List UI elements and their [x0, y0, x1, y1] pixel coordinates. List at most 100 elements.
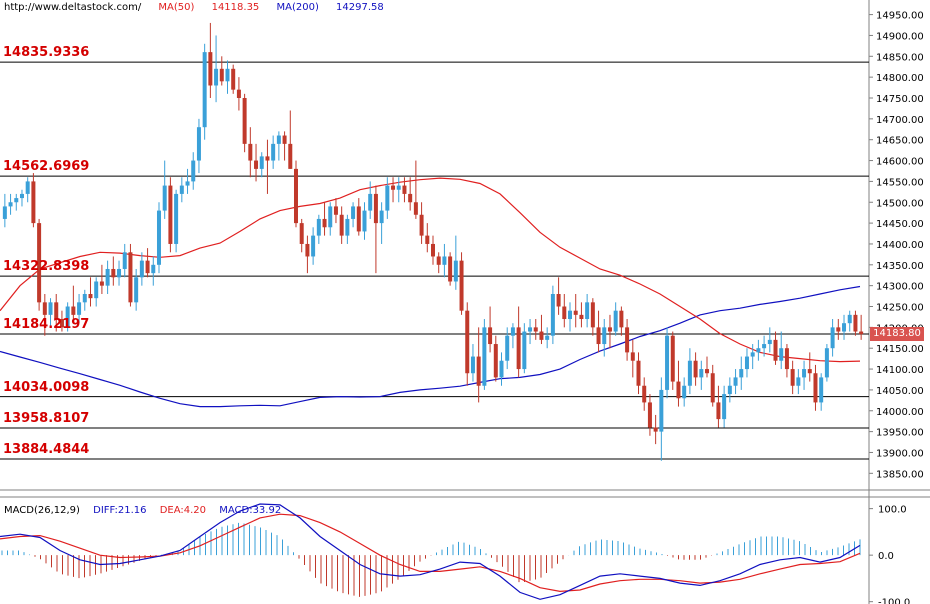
candle [762, 335, 767, 357]
candle [333, 198, 338, 224]
ma50-value: 14118.35 [211, 2, 260, 13]
candle-body [402, 185, 407, 194]
candle-body [311, 235, 316, 257]
candle [2, 193, 7, 228]
level-label: 13958.8107 [3, 410, 90, 426]
price-tick-label: 14850.00 [876, 52, 924, 63]
candle [282, 131, 287, 161]
candle-body [333, 206, 338, 215]
candle-body [179, 185, 184, 194]
candle-body [265, 156, 270, 161]
candle [14, 193, 19, 211]
candle-body [48, 302, 53, 315]
candle [470, 344, 475, 382]
candle-body [528, 327, 533, 332]
candle-body [225, 68, 230, 82]
candle [305, 235, 310, 274]
price-tick-label: 14250.00 [876, 303, 924, 314]
price-tick-label: 14400.00 [876, 240, 924, 251]
candle [739, 356, 744, 390]
candle [505, 327, 510, 370]
candle [379, 202, 384, 244]
candle-body [105, 268, 110, 286]
candle-body [722, 394, 727, 420]
candle [493, 335, 498, 382]
macd-diff-line [0, 503, 861, 600]
candle-body [670, 335, 675, 382]
candle-body [214, 68, 219, 86]
candle-body [556, 294, 561, 307]
ma200-value: 14297.58 [336, 2, 384, 13]
candle-body [659, 389, 664, 432]
candle [859, 314, 864, 340]
candle [299, 218, 304, 253]
candle-body [465, 310, 470, 374]
candle [733, 369, 738, 395]
candle-body [185, 181, 190, 186]
candle-body [613, 310, 618, 332]
candle-body [156, 210, 161, 265]
candle-body [516, 327, 521, 370]
candle-body [248, 143, 253, 161]
candle-body [419, 214, 424, 236]
candle-body [59, 319, 64, 328]
candle [459, 252, 464, 315]
candle [516, 306, 521, 378]
candle [510, 323, 515, 349]
candle-body [208, 52, 213, 86]
price-tick-label: 14350.00 [876, 261, 924, 272]
candle [802, 360, 807, 390]
candle-body [99, 281, 104, 286]
price-tick-label: 14600.00 [876, 157, 924, 168]
candle [373, 185, 378, 274]
candle-body [271, 143, 276, 161]
price-tick-label: 14050.00 [876, 386, 924, 397]
macd-tick-label: 100.0 [878, 505, 907, 516]
candle-body [2, 206, 7, 219]
candle-body [499, 360, 504, 378]
candle-body [71, 306, 76, 315]
candle [311, 227, 316, 265]
diff-path [0, 503, 861, 600]
chart-header: http://www.deltastock.com/ MA(50) 14118.… [4, 2, 398, 13]
candle-body [533, 327, 538, 332]
level-label: 14322.8398 [3, 259, 90, 275]
candle [328, 202, 333, 236]
candle-body [128, 252, 133, 303]
candle [796, 369, 801, 395]
candle-body [282, 135, 287, 144]
candle [585, 294, 590, 328]
candle-body [545, 335, 550, 340]
candle-body [453, 260, 458, 282]
candle [185, 168, 190, 194]
candle [134, 268, 139, 311]
candle-body [202, 52, 207, 128]
candle [716, 385, 721, 428]
candle-body [316, 218, 321, 236]
candle [242, 93, 247, 153]
candle-body [750, 352, 755, 357]
candle [813, 364, 818, 411]
candle [276, 131, 281, 161]
candle [779, 331, 784, 370]
price-tick-label: 13950.00 [876, 428, 924, 439]
candle-body [459, 260, 464, 311]
candle [596, 310, 601, 353]
candle-body [391, 185, 396, 190]
candle [682, 377, 687, 407]
candle [191, 152, 196, 190]
candle [550, 285, 555, 345]
candle [613, 302, 618, 336]
price-tick-label: 13900.00 [876, 448, 924, 459]
candle [174, 189, 179, 253]
candle-body [859, 331, 864, 335]
candle-body [31, 181, 36, 224]
candle-body [836, 327, 841, 332]
source-url[interactable]: http://www.deltastock.com/ [4, 2, 142, 13]
price-tick-label: 14800.00 [876, 73, 924, 84]
level-label: 14184.2197 [3, 316, 90, 332]
candle [31, 173, 36, 228]
candle-body [356, 206, 361, 232]
macd-header: MACD(26,12,9) DIFF:21.16 DEA:4.20 MACD:3… [4, 505, 291, 516]
candle [653, 414, 658, 445]
